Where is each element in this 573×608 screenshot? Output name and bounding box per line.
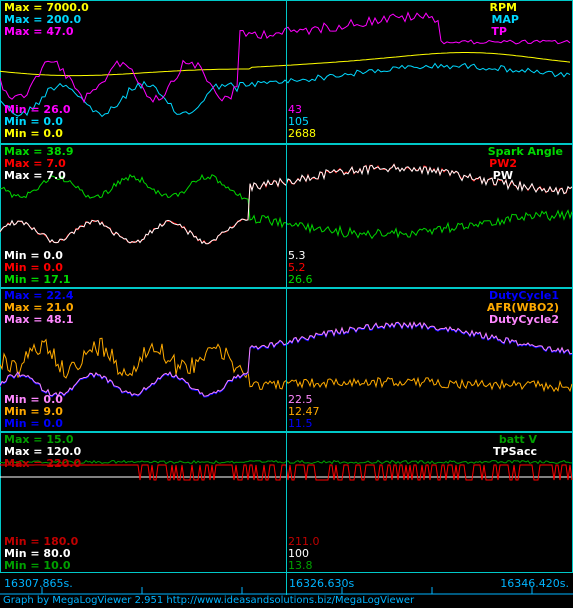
max-label-afr: Max = 21.0 [4,301,74,314]
max-label-pw2: Max = 7.0 [4,157,66,170]
cursor-value-afr: 12.47 [288,405,320,418]
min-label-third: Min = 180.0 [4,535,79,548]
legend-rpm: RPM [489,1,517,14]
legend-pw: PW [492,169,513,182]
legend-dutycycle2: DutyCycle2 [488,313,559,326]
time-cursor-label: 16326.630s [289,577,355,590]
series-line-tp [0,11,571,104]
series-line-map [0,62,571,118]
min-label-dutycycle1: Min = 0.0 [4,417,63,430]
max-label-dutycycle1: Max = 22.4 [4,289,74,302]
footer-text: Graph by MegaLogViewer 2.951 http://www.… [3,595,415,606]
max-label-pw: Max = 7.0 [4,169,66,182]
time-end-label: 16346.420s. [500,577,569,590]
max-label-tp: Max = 47.0 [4,25,74,38]
min-label-dutycycle2: Min = 0.0 [4,393,63,406]
min-label-rpm: Min = 0.0 [4,127,63,140]
cursor-value-pw: 5.3 [288,249,306,262]
cursor-value-third: 211.0 [288,535,320,548]
min-label-spark-angle: Min = 17.1 [4,273,71,286]
max-label-dutycycle2: Max = 48.1 [4,313,74,326]
min-label-tpsacc: Min = 80.0 [4,547,71,560]
cursor-value-pw2: 5.2 [288,261,306,274]
max-label-batt-v: Max = 15.0 [4,433,74,446]
max-label-rpm: Max = 7000.0 [4,1,89,14]
legend-spark-angle: Spark Angle [487,145,563,158]
max-label-tpsacc: Max = 120.0 [4,445,82,458]
min-label-pw: Min = 0.0 [4,249,63,262]
time-start-label: 16307.865s. [4,577,73,590]
min-label-map: Min = 0.0 [4,115,63,128]
legend-afr: AFR(WBO2) [486,301,559,314]
legend-dutycycle1: DutyCycle1 [488,289,559,302]
min-label-tp: Min = 26.0 [4,103,71,116]
series-line-rpm [0,52,571,77]
cursor-value-dutycycle1: 11.5 [288,417,313,430]
legend-tpsacc: TPSacc [493,445,537,458]
cursor-value-batt-v: 13.8 [288,559,313,572]
max-label-map: Max = 200.0 [4,13,82,26]
legend-batt-v: batt V [498,433,537,446]
cursor-value-map: 105 [288,115,309,128]
legend-pw2: PW2 [489,157,517,170]
min-label-afr: Min = 9.0 [4,405,63,418]
max-label-third: Max = 220.0 [4,457,82,470]
min-label-batt-v: Min = 10.0 [4,559,71,572]
cursor-value-spark-angle: 26.6 [288,273,313,286]
footer-credit: Graph by MegaLogViewer 2.951 http://www.… [0,595,573,608]
max-label-spark-angle: Max = 38.9 [4,145,74,158]
legend-map: MAP [491,13,519,26]
cursor-value-dutycycle2: 22.5 [288,393,313,406]
cursor-line[interactable] [286,0,287,595]
cursor-value-tpsacc: 100 [288,547,309,560]
min-label-pw2: Min = 0.0 [4,261,63,274]
cursor-value-tp: 43 [288,103,302,116]
legend-tp: TP [491,25,507,38]
cursor-value-rpm: 2688 [288,127,316,140]
